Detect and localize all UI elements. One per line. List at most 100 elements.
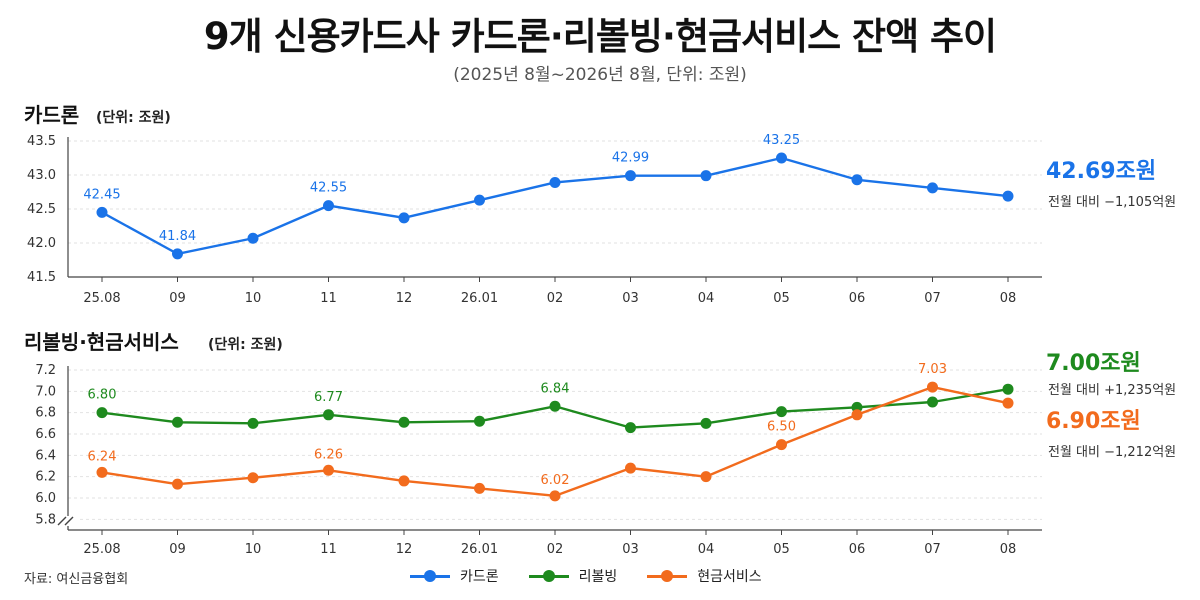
panel-1-xtick-label: 07: [924, 291, 941, 306]
panel-1-title: 카드론: [24, 103, 79, 127]
panel-2-xtick-label: 07: [924, 542, 941, 557]
panel-2-xtick-label: 08: [1000, 542, 1017, 557]
panel-2-point-cash-service: [96, 466, 108, 478]
panel-1-unit-label: (단위: 조원): [96, 109, 171, 126]
panel-2-ytick-label: 5.8: [35, 512, 56, 527]
panel-2-point-cash-service: [549, 490, 561, 502]
panel-2-point-revolving: [247, 417, 259, 429]
panel-2-ytick-label: 6.6: [35, 427, 56, 442]
panel-1-xtick-label: 09: [169, 291, 186, 306]
panel-2-point-cash-service: [700, 471, 712, 483]
legend-label-card-loan: 카드론: [460, 569, 499, 585]
panel-1-point-card-loan: [247, 232, 259, 244]
panel-2-point-revolving: [549, 400, 561, 412]
panel-2-point-cash-service: [851, 409, 863, 421]
panel-1-data-label-card-loan: 43.25: [763, 133, 800, 148]
panel-2-point-cash-service: [323, 464, 334, 476]
panel-1-xtick-label: 02: [547, 291, 564, 306]
panel-1-data-label-card-loan: 42.45: [83, 187, 120, 202]
panel-2-ytick-label: 7.2: [35, 363, 56, 378]
panel-2-xtick-label: 25.08: [83, 542, 120, 557]
panel-1-data-label-card-loan: 42.55: [310, 181, 347, 196]
panel-1-xtick-label: 10: [245, 291, 262, 306]
panel-1-ytick-label: 41.5: [27, 270, 56, 285]
panel-2-axis-break-mark: [57, 516, 67, 526]
panel-1-xtick-label: 26.01: [461, 291, 498, 306]
panel-1-point-card-loan: [549, 176, 561, 188]
panel-1-point-card-loan: [323, 200, 334, 212]
panel-2-xtick-label: 11: [320, 542, 337, 557]
panel-1-point-card-loan: [398, 212, 410, 224]
panel-2-axis-break-mark: [64, 516, 74, 526]
panel-2-point-cash-service: [474, 482, 485, 494]
panel-1-point-card-loan: [776, 152, 787, 164]
panel-1-point-card-loan: [474, 194, 485, 206]
panel-1-series-line-card-loan: [101, 156, 1009, 256]
panel-2-data-label-revolving: 6.80: [88, 388, 117, 403]
panel-1-xtick-label: 12: [396, 291, 413, 306]
panel-1-ytick-label: 43.5: [27, 134, 56, 149]
panel-2-xtick-label: 03: [622, 542, 639, 557]
legend-item-card-loan: 카드론: [410, 566, 499, 586]
panel-2-data-label-cash-service: 7.03: [918, 362, 947, 377]
panel-2-point-revolving: [776, 406, 787, 418]
panel-2-point-revolving: [700, 417, 712, 429]
panel-2-mom-change-revolving: 전월 대비 +1,235억원: [1048, 383, 1176, 398]
panel-1-ytick-label: 42.5: [27, 202, 56, 217]
panel-1-point-card-loan: [1002, 190, 1014, 202]
panel-2-data-label-cash-service: 6.50: [767, 420, 796, 435]
panel-2-data-label-cash-service: 6.26: [314, 447, 343, 462]
panel-1-xtick-label: 08: [1000, 291, 1017, 306]
panel-2-point-cash-service: [927, 381, 938, 393]
panel-2-point-cash-service: [172, 478, 183, 490]
panel-2-point-revolving: [927, 396, 938, 408]
panel-1-xtick-label: 06: [849, 291, 866, 306]
panel-1-xtick-label: 05: [773, 291, 790, 306]
panel-2-ytick-label: 7.0: [35, 384, 56, 399]
panel-1-xtick-label: 03: [622, 291, 639, 306]
panel-1-point-card-loan: [927, 182, 938, 194]
panel-2-axis-break-mask: [59, 516, 77, 526]
panel-2-title: 리볼빙·현금서비스: [24, 330, 179, 354]
panel-2-xtick-label: 10: [245, 542, 262, 557]
panel-2-point-cash-service: [247, 472, 259, 484]
panel-1-point-card-loan: [851, 174, 863, 186]
panel-2-data-label-cash-service: 6.02: [541, 473, 570, 488]
panel-2-latest-value-cash-service: 6.90조원: [1046, 409, 1141, 434]
legend-swatch-cash-service: [647, 570, 688, 582]
legend-label-revolving: 리볼빙: [578, 569, 618, 585]
panel-1-data-label-card-loan: 42.99: [612, 151, 649, 166]
panel-2-data-label-cash-service: 6.24: [88, 449, 117, 464]
panel-1-point-card-loan: [625, 170, 636, 182]
panel-2-mom-change-cash-service: 전월 대비 −1,212억원: [1048, 445, 1176, 460]
panel-1-point-card-loan: [172, 248, 183, 260]
panel-2-point-revolving: [172, 416, 183, 428]
legend: 카드론 리볼빙 현금서비스: [410, 566, 762, 586]
panel-2-xtick-label: 12: [396, 542, 413, 557]
panel-1-ytick-label: 43.0: [27, 168, 56, 183]
panel-1-xtick-label: 04: [698, 291, 715, 306]
panel-2-point-cash-service: [776, 439, 787, 451]
panel-2-ytick-label: 6.4: [35, 448, 56, 463]
panel-2-point-revolving: [323, 409, 334, 421]
panel-2-point-cash-service: [398, 475, 410, 487]
panel-2-xtick-label: 05: [773, 542, 790, 557]
panel-2-point-revolving: [474, 415, 485, 427]
legend-item-revolving: 리볼빙: [528, 566, 618, 586]
panel-1-mom-change-card-loan: 전월 대비 −1,105억원: [1048, 195, 1176, 210]
panel-1-point-card-loan: [96, 206, 108, 218]
chart-subtitle: (2025년 8월~2026년 8월, 단위: 조원): [453, 65, 747, 85]
panel-2-point-revolving: [398, 416, 410, 428]
panel-2-point-cash-service: [1002, 397, 1014, 409]
legend-swatch-revolving: [528, 570, 569, 582]
source-note: 자료: 여신금융협회: [24, 572, 129, 587]
legend-label-cash-service: 현금서비스: [697, 569, 762, 585]
chart-title: 9개 신용카드사 카드론·리볼빙·현금서비스 잔액 추이: [203, 15, 997, 58]
panel-2-unit-label: (단위: 조원): [208, 336, 283, 353]
panel-2-point-revolving: [1002, 383, 1014, 395]
panel-2-data-label-revolving: 6.84: [541, 381, 570, 396]
panel-2-ytick-label: 6.8: [35, 406, 56, 421]
panel-1-xtick-label: 25.08: [83, 291, 120, 306]
panel-2-point-cash-service: [625, 462, 636, 474]
